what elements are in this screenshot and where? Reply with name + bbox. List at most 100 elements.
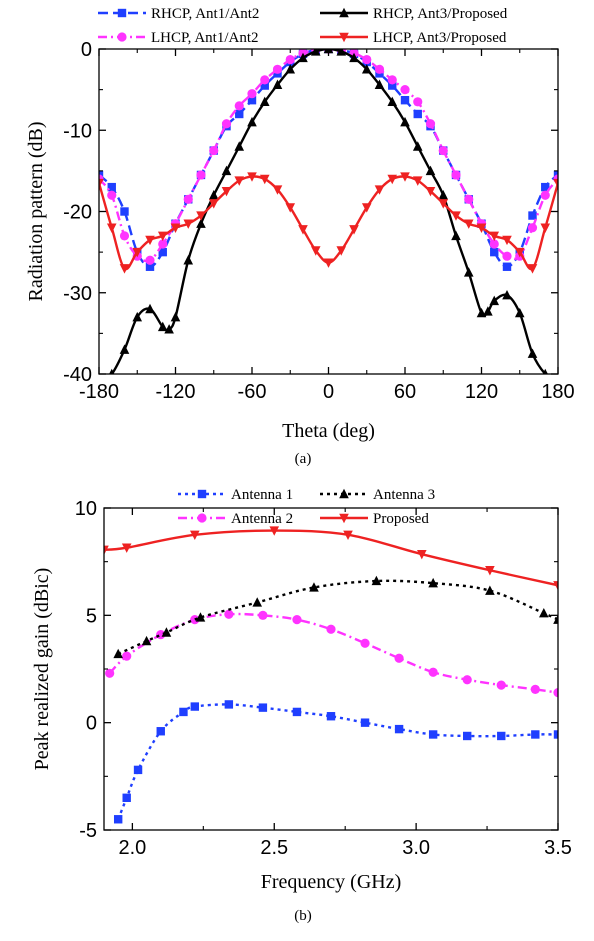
data-point-2-5 — [309, 582, 319, 592]
data-point-1-7 — [326, 624, 336, 634]
legend-glyph-1-marker — [117, 32, 127, 42]
data-point-3-29 — [463, 219, 474, 229]
x-tick-label: 3.5 — [544, 837, 572, 859]
data-point-2-12 — [234, 141, 245, 151]
data-point-2-5 — [157, 321, 168, 332]
data-point-2-30 — [463, 267, 474, 277]
data-point-2-1 — [109, 368, 115, 374]
data-point-0-35 — [541, 182, 550, 192]
data-point-2-28 — [438, 190, 449, 200]
y-tick-label: 0 — [81, 39, 92, 61]
data-point-1-4 — [145, 255, 155, 265]
legend-label-2: RHCP, Ant3/Proposed — [373, 6, 508, 22]
data-point-2-18 — [310, 49, 321, 56]
x-axis-title: Frequency (GHz) — [261, 871, 402, 893]
data-point-3-31 — [489, 231, 500, 242]
data-point-2-37 — [542, 368, 548, 374]
data-point-3-26 — [425, 186, 436, 197]
data-point-2-9 — [539, 607, 549, 618]
data-point-2-7 — [428, 577, 438, 588]
data-point-2-21 — [349, 52, 359, 63]
legend-glyph-0-marker — [117, 8, 127, 18]
data-point-3-10 — [221, 186, 232, 197]
data-point-0-16 — [553, 730, 558, 739]
data-point-1-23 — [387, 75, 397, 85]
data-point-3-22 — [374, 185, 385, 195]
data-point-2-34 — [502, 289, 512, 300]
data-point-3-11 — [234, 176, 245, 186]
legend-glyph-3-marker — [339, 513, 349, 524]
legend-label-2: Antenna 3 — [373, 487, 435, 503]
data-point-3-0 — [104, 545, 109, 556]
data-point-3-23 — [387, 174, 398, 185]
data-point-3-30 — [476, 223, 487, 233]
data-point-3-27 — [438, 199, 449, 209]
data-point-0-5 — [158, 247, 167, 257]
data-point-0-8 — [292, 707, 302, 717]
data-point-2-11 — [221, 165, 232, 176]
data-point-3-1 — [121, 543, 132, 553]
data-point-0-12 — [247, 95, 257, 105]
plot-frame — [98, 48, 559, 375]
data-point-2-14 — [259, 96, 270, 107]
data-point-3-3 — [269, 526, 280, 536]
data-point-2-33 — [489, 295, 500, 306]
data-point-2-7 — [170, 311, 181, 322]
data-point-1-14 — [553, 688, 558, 698]
data-point-1-9 — [209, 145, 219, 156]
legend-glyph-1-marker — [197, 513, 207, 523]
legend: RHCP, Ant1/Ant2 LHCP, Ant1/Ant2 RHCP, Ant3… — [98, 6, 508, 46]
data-point-0-2 — [133, 765, 143, 775]
data-point-1-5 — [158, 239, 168, 249]
data-point-0-32 — [502, 262, 512, 271]
data-point-3-32 — [502, 235, 512, 246]
x-tick-label: 180 — [541, 381, 574, 403]
chart-a: -180 -120 -60 0 60 120 180 0 -10 -20 -30 -40 Theta (… — [25, 6, 575, 467]
data-point-2-15 — [272, 79, 283, 89]
data-point-3-7 — [553, 581, 558, 591]
data-point-3-4 — [343, 530, 353, 541]
data-point-2-9 — [196, 218, 206, 228]
y-tick-label: -20 — [63, 202, 92, 224]
series-group — [104, 526, 558, 824]
series-line-0 — [117, 703, 558, 820]
x-tick-label: 60 — [394, 381, 416, 403]
data-point-2-36 — [527, 348, 538, 358]
data-point-1-11 — [234, 101, 244, 111]
data-point-1-29 — [464, 194, 474, 204]
legend-label-0: Antenna 1 — [231, 487, 293, 503]
data-point-0-15 — [531, 730, 540, 739]
legend: Antenna 1 Antenna 2 Antenna 3 Proposed — [178, 487, 435, 527]
data-point-1-8 — [196, 170, 206, 180]
x-tick-label: -120 — [155, 381, 195, 403]
y-tick-label: 0 — [86, 713, 97, 735]
data-point-1-6 — [292, 615, 302, 625]
x-axis-title: Theta (deg) — [282, 420, 375, 442]
data-point-3-21 — [361, 203, 372, 213]
data-point-0-9 — [326, 712, 336, 721]
data-point-1-10 — [428, 667, 438, 677]
data-point-2-27 — [425, 165, 436, 176]
data-point-1-9 — [394, 653, 404, 663]
y-tick-label: 5 — [86, 605, 97, 627]
y-axis-title: Peak realized gain (dBic) — [31, 568, 53, 771]
data-point-1-34 — [527, 223, 538, 233]
data-point-3-7 — [183, 219, 194, 229]
data-point-0-3 — [156, 727, 165, 736]
data-point-2-29 — [451, 230, 461, 241]
data-point-1-32 — [502, 251, 512, 261]
data-point-0-11 — [394, 724, 404, 734]
legend-label-1: LHCP, Ant1/Ant2 — [151, 30, 259, 46]
data-point-0-12 — [428, 730, 438, 739]
data-point-0-25 — [413, 109, 422, 119]
data-point-0-1 — [107, 182, 116, 192]
legend-label-0: RHCP, Ant1/Ant2 — [151, 6, 259, 22]
data-point-3-6 — [170, 223, 181, 233]
data-point-1-27 — [438, 145, 448, 156]
data-point-2-24 — [387, 96, 398, 107]
data-point-3-36 — [553, 178, 558, 189]
data-point-3-12 — [247, 172, 257, 182]
data-point-3-15 — [285, 203, 296, 213]
data-point-3-4 — [145, 235, 155, 246]
